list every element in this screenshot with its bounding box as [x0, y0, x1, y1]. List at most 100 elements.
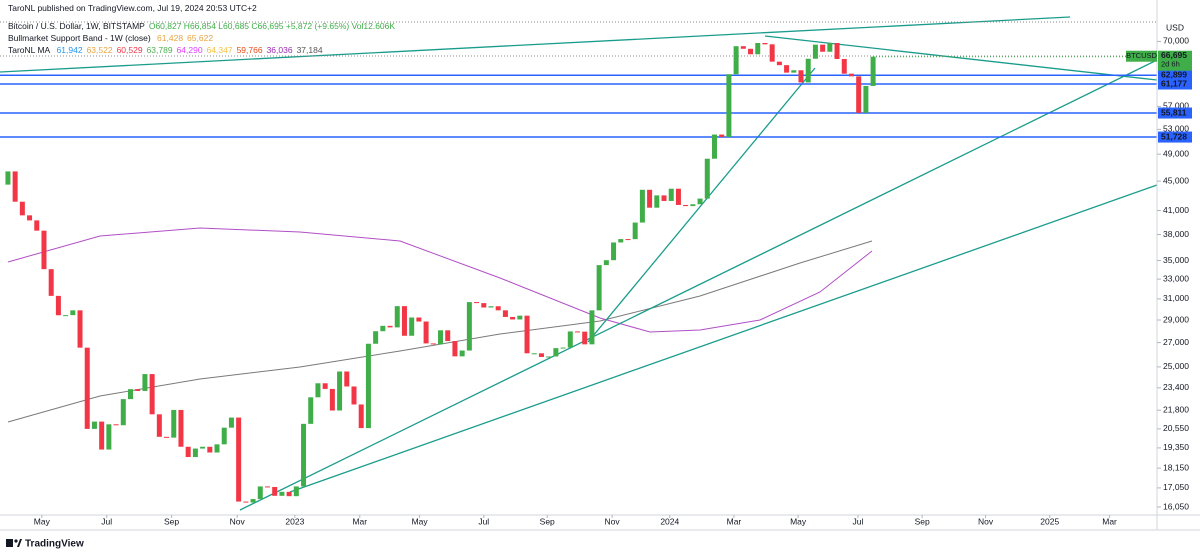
- price-tag: [1158, 50, 1192, 71]
- band-row: Bullmarket Support Band - 1W (close) 61,…: [8, 33, 217, 43]
- candle: [560, 347, 566, 349]
- candle: [41, 230, 47, 270]
- y-tick-label: 17,050: [1163, 482, 1189, 492]
- candle: [863, 85, 869, 113]
- ohlc: O60,827 H66,854 L60,685 C66,695 +5,872 (…: [148, 21, 396, 31]
- trend-line: [239, 59, 1158, 511]
- y-tick-label: 45,000: [1163, 175, 1189, 185]
- ma-value: 37,184: [296, 45, 323, 55]
- candle: [459, 350, 465, 357]
- symbol: Bitcoin / U.S. Dollar, 1W, BITSTAMP: [8, 21, 145, 31]
- ma-row: TaroNL MA 61,942 63,522 60,529 63,789 64,290…: [8, 45, 327, 55]
- level-tag: [1158, 78, 1192, 90]
- candle: [517, 315, 523, 320]
- candle: [820, 44, 826, 52]
- candle: [474, 302, 480, 304]
- y-tick-label: 41,000: [1163, 205, 1189, 215]
- candle: [149, 374, 155, 415]
- candle: [192, 448, 198, 458]
- candle: [733, 46, 739, 75]
- candle: [55, 295, 61, 316]
- candle: [661, 195, 667, 201]
- candle: [27, 215, 33, 221]
- candle: [603, 260, 609, 266]
- candle: [567, 331, 573, 348]
- x-tick-label: May: [412, 516, 429, 526]
- candle: [704, 158, 710, 199]
- y-tick-label: 27,000: [1163, 337, 1189, 347]
- x-tick-label: May: [790, 516, 807, 526]
- symbol-tag-label: BTCUSD: [1126, 51, 1157, 60]
- candle: [798, 70, 804, 83]
- candle: [647, 189, 653, 208]
- x-tick-label: Mar: [352, 516, 367, 526]
- candle: [228, 417, 234, 428]
- candle: [243, 501, 249, 503]
- candle: [401, 306, 407, 336]
- candle: [358, 404, 364, 429]
- candle: [711, 134, 717, 159]
- candle: [250, 499, 256, 503]
- candle: [171, 409, 177, 438]
- candles: [5, 43, 876, 503]
- y-tick-label: 70,000: [1163, 36, 1189, 46]
- candle: [769, 44, 775, 62]
- candle: [690, 204, 696, 207]
- candle: [481, 303, 487, 308]
- candle: [776, 61, 782, 66]
- footer-brand: TradingView: [25, 539, 84, 550]
- level-label: 55,811: [1161, 107, 1187, 117]
- x-tick-label: Jul: [478, 516, 489, 526]
- level-label: 61,177: [1161, 78, 1187, 88]
- candle: [466, 302, 472, 351]
- ma-value: 61,942: [56, 45, 83, 55]
- candle: [106, 424, 112, 450]
- candle: [697, 198, 703, 205]
- candle: [164, 436, 170, 438]
- candle: [185, 446, 191, 458]
- candle: [596, 265, 602, 311]
- candle: [84, 347, 90, 429]
- candle: [48, 269, 54, 296]
- x-tick-label: Mar: [727, 516, 742, 526]
- symbol-tag: [1126, 50, 1157, 62]
- y-tick-label: 33,000: [1163, 273, 1189, 283]
- x-tick-label: May: [34, 516, 51, 526]
- candle: [286, 491, 292, 497]
- candle: [524, 315, 530, 354]
- level-tag: [1158, 69, 1192, 81]
- purple-ma: [7, 227, 873, 333]
- y-tick-label: 18,150: [1163, 462, 1189, 472]
- logo: [6, 539, 22, 547]
- candle: [654, 195, 660, 208]
- level-tag: [1158, 107, 1192, 119]
- candle: [582, 331, 588, 345]
- candle: [531, 353, 537, 355]
- candle: [726, 74, 732, 138]
- y-tick-label: 20,550: [1163, 423, 1189, 433]
- y-tick-label: 31,000: [1163, 293, 1189, 303]
- candle: [308, 397, 314, 424]
- ma-value: 63,789: [146, 45, 173, 55]
- candle: [344, 371, 350, 387]
- x-tick-label: Jul: [853, 516, 864, 526]
- candle: [301, 423, 307, 487]
- candle: [293, 486, 299, 497]
- candle: [127, 389, 133, 400]
- ma-value: 64,347: [206, 45, 233, 55]
- candle: [553, 348, 559, 357]
- candle: [683, 204, 689, 207]
- candle: [416, 317, 422, 322]
- candle: [827, 43, 833, 52]
- candle: [510, 316, 516, 320]
- level-tag: [1158, 131, 1192, 143]
- candle: [841, 58, 847, 74]
- candle: [70, 310, 76, 316]
- ma-value: 63,522: [86, 45, 113, 55]
- candle: [329, 388, 335, 411]
- candle: [257, 486, 263, 500]
- y-tick-label: 53,000: [1163, 124, 1189, 134]
- candle: [589, 310, 595, 345]
- candle: [488, 306, 494, 308]
